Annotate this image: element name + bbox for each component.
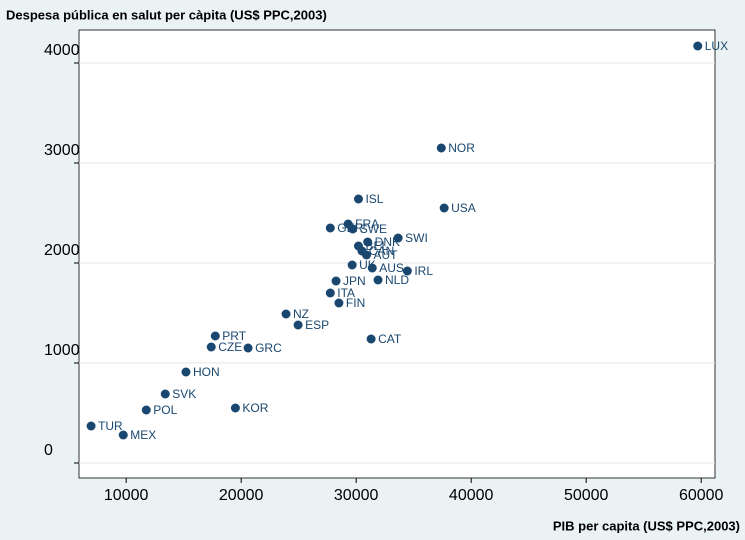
point bbox=[363, 237, 373, 247]
point bbox=[331, 276, 341, 286]
point-label: CZE bbox=[218, 340, 242, 354]
point bbox=[281, 309, 291, 319]
y-tick-label: 1000 bbox=[44, 342, 80, 359]
point bbox=[293, 320, 303, 330]
point bbox=[436, 143, 446, 153]
point-label: CAN bbox=[369, 244, 394, 258]
point-label: DNK bbox=[375, 235, 400, 249]
point-label: IRL bbox=[414, 264, 433, 278]
point-label: FIN bbox=[346, 296, 365, 310]
point bbox=[373, 275, 383, 285]
point bbox=[181, 367, 191, 377]
y-tick-label: 4000 bbox=[44, 42, 80, 59]
point bbox=[367, 263, 377, 273]
point bbox=[325, 288, 335, 298]
plot-area bbox=[78, 29, 716, 479]
x-tick-label: 20000 bbox=[219, 487, 264, 504]
point bbox=[366, 334, 376, 344]
point-label: LUX bbox=[705, 39, 728, 53]
point bbox=[393, 233, 403, 243]
x-tick-label: 50000 bbox=[564, 487, 609, 504]
point bbox=[439, 203, 449, 213]
point-label: PRT bbox=[222, 329, 246, 343]
point-label: USA bbox=[451, 201, 476, 215]
point bbox=[353, 194, 363, 204]
point-label: TUR bbox=[98, 419, 123, 433]
x-tick-label: 60000 bbox=[679, 487, 724, 504]
point bbox=[402, 266, 412, 276]
x-tick-label: 40000 bbox=[449, 487, 494, 504]
point-label: JPN bbox=[343, 274, 366, 288]
point bbox=[693, 41, 703, 51]
point bbox=[160, 389, 170, 399]
point-label: NOR bbox=[448, 141, 475, 155]
point-label: SWI bbox=[405, 231, 428, 245]
y-tick-label: 3000 bbox=[44, 142, 80, 159]
point-label: AUS bbox=[379, 261, 404, 275]
point-label: KOR bbox=[242, 401, 268, 415]
point-label: NZ bbox=[293, 307, 309, 321]
point bbox=[362, 250, 372, 260]
point-label: GRC bbox=[255, 341, 282, 355]
x-axis-title: PIB per capita (US$ PPC,2003) bbox=[553, 518, 740, 533]
point-label: POL bbox=[153, 403, 177, 417]
point-label: HON bbox=[193, 365, 220, 379]
point-label: ESP bbox=[305, 318, 329, 332]
point-label: SWE bbox=[360, 222, 387, 236]
x-tick-label: 10000 bbox=[104, 487, 149, 504]
point-label: NLD bbox=[385, 273, 409, 287]
chart-title: Despesa pública en salut per càpita (US$… bbox=[6, 7, 327, 22]
point-label: AUT bbox=[374, 248, 399, 262]
point bbox=[334, 298, 344, 308]
point bbox=[348, 224, 358, 234]
point-label: BEL bbox=[365, 239, 388, 253]
point-label: MEX bbox=[130, 428, 156, 442]
point-label: FRA bbox=[355, 217, 379, 231]
point bbox=[210, 331, 220, 341]
point-label: SVK bbox=[172, 387, 196, 401]
point bbox=[347, 260, 357, 270]
y-tick-label: 2000 bbox=[44, 242, 80, 259]
y-tick-label: 0 bbox=[44, 442, 53, 459]
point bbox=[243, 343, 253, 353]
point-label: ISL bbox=[365, 192, 383, 206]
x-tick-label: 30000 bbox=[334, 487, 379, 504]
point bbox=[206, 342, 216, 352]
point bbox=[141, 405, 151, 415]
point-label: CAT bbox=[378, 332, 402, 346]
point bbox=[118, 430, 128, 440]
point bbox=[325, 223, 335, 233]
point bbox=[86, 421, 96, 431]
point-label: ITA bbox=[337, 286, 355, 300]
point bbox=[230, 403, 240, 413]
